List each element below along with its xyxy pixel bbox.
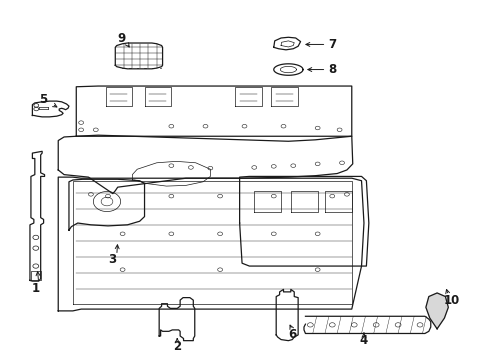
Text: 5: 5 <box>40 93 48 106</box>
Text: 6: 6 <box>287 328 296 341</box>
Text: 9: 9 <box>117 32 125 45</box>
Text: 2: 2 <box>173 340 181 353</box>
Text: 3: 3 <box>107 253 116 266</box>
Text: 8: 8 <box>327 63 336 76</box>
Text: 7: 7 <box>327 38 336 51</box>
Text: 10: 10 <box>443 294 459 307</box>
Text: 4: 4 <box>359 334 367 347</box>
Text: 1: 1 <box>32 282 40 295</box>
Polygon shape <box>425 293 447 329</box>
